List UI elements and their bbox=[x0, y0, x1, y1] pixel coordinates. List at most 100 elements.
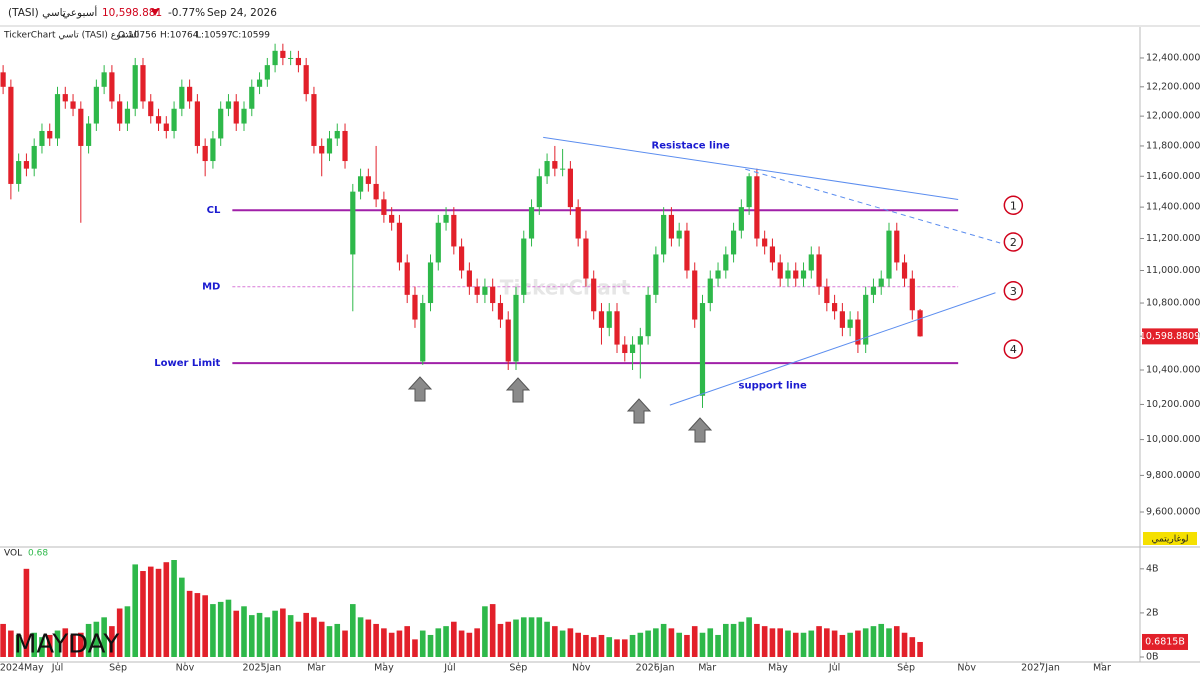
candle-body bbox=[249, 86, 255, 109]
candle-body bbox=[528, 207, 535, 239]
candle-body bbox=[606, 311, 612, 328]
arrow bbox=[626, 398, 652, 424]
candle-body bbox=[482, 286, 488, 295]
candle-body bbox=[730, 230, 737, 255]
candle-body bbox=[466, 270, 472, 287]
candle-body bbox=[109, 72, 115, 102]
candle-body bbox=[661, 214, 667, 255]
candle-body bbox=[70, 101, 76, 109]
candle-body bbox=[839, 311, 845, 328]
candle-body bbox=[155, 116, 162, 124]
candle-body bbox=[497, 303, 504, 320]
volume-bar bbox=[350, 604, 356, 657]
volume-bar bbox=[808, 630, 815, 657]
volume-bar bbox=[23, 568, 30, 657]
volume-bar bbox=[567, 628, 574, 657]
ohlc-close: C:10599 bbox=[232, 31, 270, 41]
volume-bar bbox=[124, 606, 131, 657]
candle-body bbox=[39, 130, 45, 146]
candle-body bbox=[396, 222, 403, 263]
marker-label: 4 bbox=[1010, 343, 1017, 356]
volume-bar bbox=[513, 619, 519, 657]
candle-body bbox=[754, 176, 760, 239]
candle-body bbox=[901, 262, 908, 279]
candle-body bbox=[16, 161, 22, 184]
candle-body bbox=[350, 191, 356, 255]
volume-bar bbox=[645, 630, 651, 657]
volume-bar bbox=[660, 623, 667, 657]
x-tick-label: Nov bbox=[572, 663, 591, 673]
price: 10,598.881 bbox=[102, 7, 162, 19]
volume-bar bbox=[427, 634, 434, 657]
volume-bar bbox=[451, 621, 457, 657]
period: أسبوعي bbox=[62, 5, 97, 19]
volume-bar bbox=[388, 632, 395, 657]
volume-bar bbox=[746, 617, 752, 657]
scale-button-label[interactable]: لوغاريتمي bbox=[1151, 535, 1188, 545]
candle-body bbox=[163, 123, 169, 131]
volume-bar bbox=[528, 617, 535, 657]
candle-body bbox=[769, 246, 776, 263]
candle-body bbox=[140, 65, 146, 102]
scale-button[interactable] bbox=[1143, 532, 1197, 545]
volume-bar bbox=[132, 564, 139, 657]
candle-body bbox=[723, 254, 729, 271]
volume-bar bbox=[412, 639, 418, 657]
candle-body bbox=[373, 183, 379, 200]
candle-body bbox=[171, 108, 177, 131]
candle-body bbox=[326, 138, 333, 154]
candle-body bbox=[699, 303, 706, 396]
candle-body bbox=[645, 294, 651, 337]
candle-body bbox=[303, 65, 309, 95]
x-tick-label: 2025Jan bbox=[242, 663, 281, 673]
ohlc-open: O:10756 bbox=[118, 31, 157, 41]
y-tick-label: 11,600.0000 bbox=[1146, 171, 1200, 182]
down-arrow bbox=[151, 9, 159, 16]
volume-bar bbox=[342, 630, 348, 657]
y-tick-label: 11,400.0000 bbox=[1146, 202, 1200, 213]
ohlc-low: L:10597 bbox=[196, 31, 233, 41]
candle-body bbox=[218, 108, 224, 139]
volume-bar bbox=[707, 628, 714, 657]
candle-body bbox=[420, 303, 426, 362]
volume-bar bbox=[217, 601, 224, 657]
arrow bbox=[505, 377, 531, 403]
candle-body bbox=[62, 94, 68, 102]
candle-body bbox=[194, 101, 200, 146]
volume-bar bbox=[280, 608, 286, 657]
volume-bar bbox=[878, 623, 885, 657]
volume-bar bbox=[886, 628, 892, 657]
volume-bar bbox=[334, 623, 341, 657]
candle-body bbox=[443, 214, 449, 223]
y-tick-label: 10,400.0000 bbox=[1146, 364, 1200, 375]
price-tag-label: 10,598.8809 bbox=[1140, 331, 1200, 342]
volume-bar bbox=[497, 623, 504, 657]
volume-bar bbox=[147, 566, 154, 657]
volume-bar bbox=[893, 626, 900, 657]
candle-body bbox=[614, 311, 620, 345]
candle-body bbox=[785, 270, 791, 279]
volume-bar bbox=[474, 628, 480, 657]
volume-bar bbox=[311, 617, 317, 657]
y-tick-label: 11,800.0000 bbox=[1146, 140, 1200, 151]
candle-body bbox=[832, 303, 838, 312]
volume-bar bbox=[443, 626, 449, 657]
volume-bar bbox=[598, 634, 605, 657]
candle-body bbox=[707, 278, 713, 304]
x-tick-label: May bbox=[768, 663, 788, 673]
y-tick-label: 12,200.0000 bbox=[1146, 81, 1200, 92]
candle-body bbox=[676, 230, 682, 239]
volume-tag bbox=[1142, 633, 1188, 650]
candle-body bbox=[808, 254, 814, 271]
volume-bar bbox=[482, 606, 488, 657]
volume-bar bbox=[46, 634, 53, 657]
candle-body bbox=[389, 214, 395, 223]
volume-bar bbox=[699, 632, 706, 657]
arrow bbox=[687, 417, 713, 443]
candle-body bbox=[490, 286, 496, 304]
volume-bar bbox=[583, 634, 589, 657]
volume-bar bbox=[116, 608, 123, 657]
y-tick-label: 10,800.0000 bbox=[1146, 298, 1200, 309]
volume-bar bbox=[303, 612, 309, 657]
